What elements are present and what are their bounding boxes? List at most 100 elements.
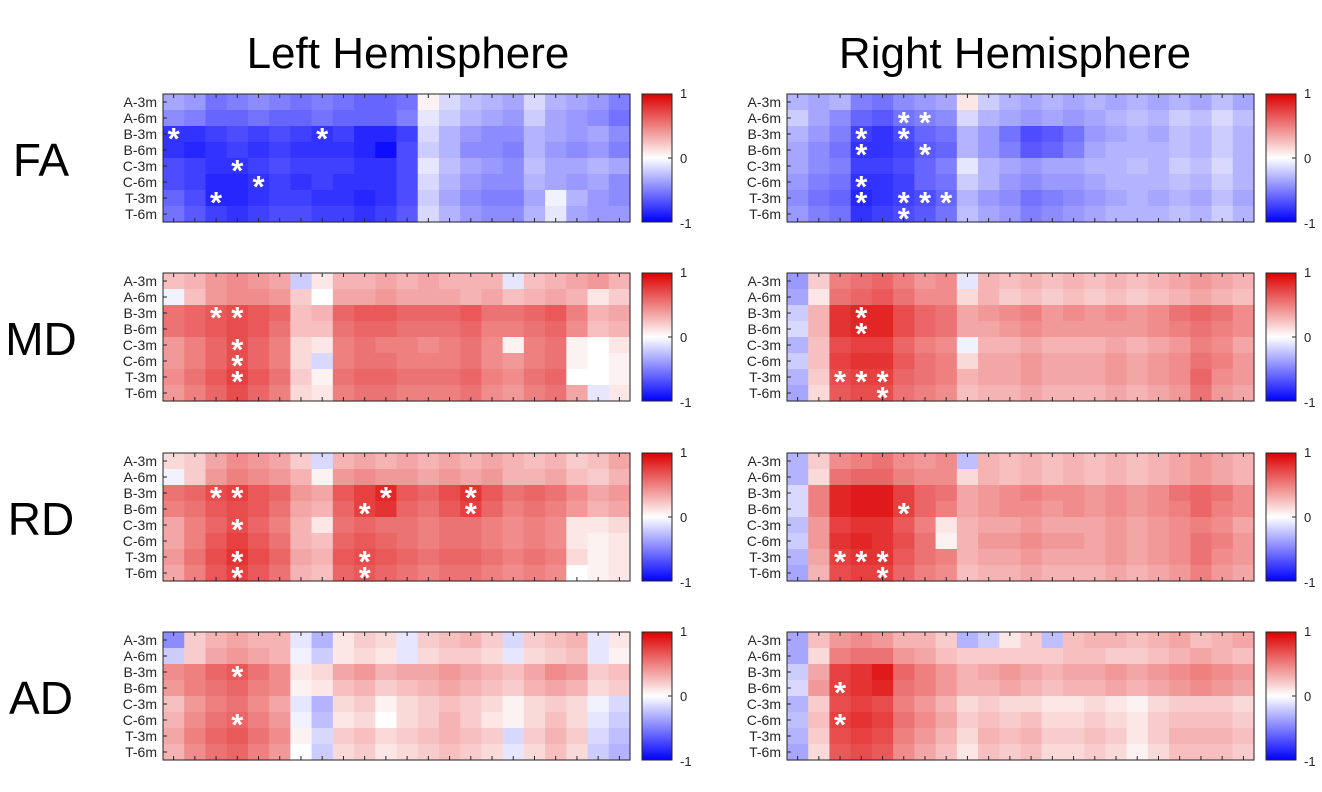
heatmap-cell [608,565,631,582]
heatmap-cell [871,126,894,143]
heatmap-cell [1211,712,1234,729]
heatmap-cell [566,369,589,386]
heatmap-cell [1062,533,1085,550]
heatmap-cell [978,321,1000,338]
heatmap-cell [1084,469,1107,486]
heatmap-cell [332,174,355,191]
heatmap-cell [290,469,313,486]
heatmap-cell [956,158,979,175]
heatmap-cell [354,126,376,143]
heatmap-cell [1041,273,1064,290]
significance-marker: * [231,707,244,742]
heatmap-cell [808,728,831,745]
heatmap-cell [205,664,228,681]
heatmap-cell [163,549,185,566]
heatmap-cell [460,385,483,402]
heatmap-cell [523,648,546,665]
heatmap-cell [332,533,355,550]
heatmap-cell [354,337,376,354]
heatmap-frame [162,272,631,402]
heatmap-cell [850,385,873,402]
heatmap-cell [914,517,937,534]
heatmap-cell [914,174,937,191]
heatmap-cell [1105,501,1128,518]
heatmap-cell [205,712,228,729]
heatmap-cell [1211,273,1234,290]
heatmap-cell [566,126,589,143]
heatmap-cell [829,126,852,143]
heatmap-cell [226,353,249,370]
heatmap-cell [1084,565,1107,582]
heatmap-cell [808,680,831,697]
heatmap-cell [460,289,483,306]
significance-marker: * [231,480,244,515]
heatmap-cell [1190,728,1213,745]
significance-marker: * [210,480,223,515]
significance-marker: * [231,659,244,694]
heatmap-cell [481,353,504,370]
heatmap-cell [1211,549,1234,566]
heatmap-cell [566,712,589,729]
heatmap-cell [1105,712,1128,729]
heatmap-cell [1126,469,1149,486]
heatmap-cell [829,469,852,486]
significance-marker: * [898,185,911,220]
heatmap-cell [290,190,313,207]
heatmap-cell [914,453,937,470]
heatmap-cell [808,206,831,223]
heatmap-cell [978,664,1000,681]
colorbar-tick-label: 0 [680,151,687,166]
heatmap-cell [1232,385,1255,402]
heatmap-cell [375,353,398,370]
heatmap-cell [184,517,207,534]
y-tick-label: T-3m [125,369,157,385]
heatmap-cell [999,385,1022,402]
heatmap-cell [438,190,461,207]
heatmap-cell [893,565,915,582]
heatmap-cell [481,517,504,534]
heatmap-cell [808,110,831,127]
heatmap-cell [1232,664,1255,681]
heatmap-cell [1062,696,1085,713]
heatmap-cell [999,289,1022,306]
heatmap-cell [1062,369,1085,386]
heatmap-cell [438,744,461,761]
heatmap-cell [956,337,979,354]
heatmap-cell [247,94,270,111]
heatmap-cell [184,501,207,518]
heatmap-cell [205,485,228,502]
heatmap-cell [163,632,185,649]
heatmap-cell [269,369,291,386]
heatmap-cell [438,501,461,518]
heatmap-cell [1211,353,1234,370]
heatmap-cell [247,485,270,502]
heatmap-cell [1020,549,1043,566]
heatmap-cell [1190,158,1213,175]
heatmap-cell [850,206,873,223]
heatmap-cell [354,533,376,550]
heatmap-cell [460,664,483,681]
heatmap-cell [354,273,376,290]
heatmap-cell [205,696,228,713]
heatmap-cell [1084,680,1107,697]
heatmap-cell [1169,632,1191,649]
y-tick-label: B-3m [748,305,781,321]
heatmap-cell [808,712,831,729]
significance-marker: * [359,544,372,579]
heatmap-cell [787,321,809,338]
heatmap-cell [808,517,831,534]
heatmap-cell [1147,469,1170,486]
colorbar-tick-label: 1 [680,86,687,101]
heatmap-cell [829,190,852,207]
heatmap-cell [163,469,185,486]
heatmap-cell [850,680,873,697]
heatmap-cell [1062,273,1085,290]
heatmap-cell [787,190,809,207]
heatmap-cell [608,696,631,713]
heatmap-cell [290,94,313,111]
heatmap-cell [999,696,1022,713]
heatmap-cell [914,369,937,386]
y-tick-label: T-6m [125,565,157,581]
heatmap-cell [375,680,398,697]
heatmap-cell [375,305,398,322]
